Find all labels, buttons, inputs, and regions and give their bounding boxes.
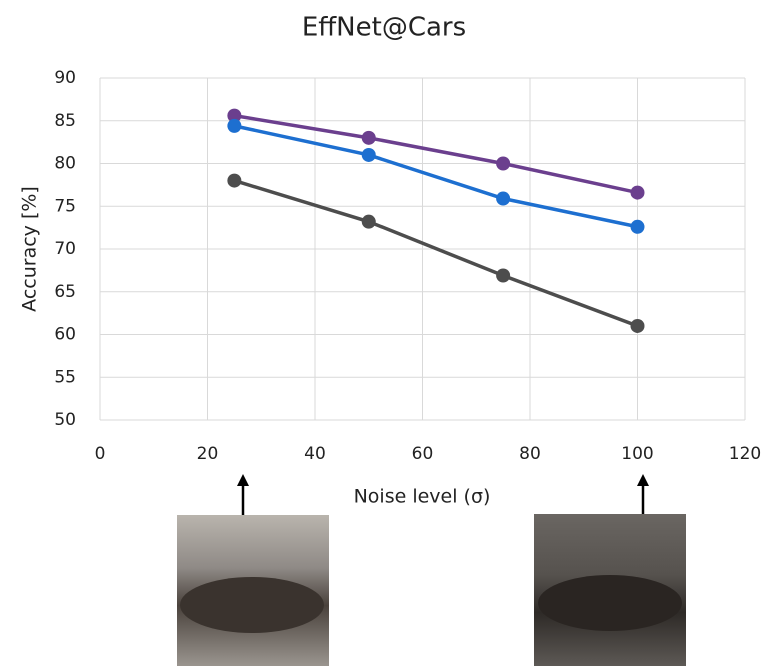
data-point — [227, 174, 241, 188]
chart: EffNet@Cars Accuracy [%] Noise level (σ)… — [0, 0, 767, 666]
data-point — [362, 215, 376, 229]
series-line — [234, 181, 637, 326]
x-tick-label: 80 — [519, 444, 541, 464]
data-point — [631, 186, 645, 200]
x-tick-label: 60 — [412, 444, 434, 464]
y-tick-label: 80 — [54, 154, 76, 174]
y-tick-label: 65 — [54, 282, 76, 302]
x-tick-label: 40 — [304, 444, 326, 464]
x-tick-label: 20 — [197, 444, 219, 464]
x-tick-label: 0 — [95, 444, 106, 464]
car-shape — [538, 575, 682, 631]
data-point — [631, 220, 645, 234]
y-tick-label: 60 — [54, 325, 76, 345]
data-point — [227, 119, 241, 133]
x-tick-label: 100 — [621, 444, 653, 464]
arrow-head — [237, 474, 249, 486]
series-line — [234, 116, 637, 193]
page: EffNet@Cars Accuracy [%] Noise level (σ)… — [0, 0, 767, 666]
data-point — [496, 269, 510, 283]
data-point — [496, 157, 510, 171]
y-tick-label: 85 — [54, 111, 76, 131]
x-tick-label: 120 — [729, 444, 761, 464]
y-tick-label: 55 — [54, 367, 76, 387]
arrow-head — [637, 474, 649, 486]
series-line — [234, 126, 637, 227]
chart-title: EffNet@Cars — [302, 13, 466, 43]
data-point — [496, 192, 510, 206]
y-axis-title: Accuracy [%] — [19, 186, 41, 312]
data-point — [362, 148, 376, 162]
car-shape — [180, 577, 324, 633]
y-tick-label: 90 — [54, 68, 76, 88]
y-tick-label: 70 — [54, 239, 76, 259]
y-tick-label: 75 — [54, 196, 76, 216]
data-point — [631, 319, 645, 333]
data-point — [362, 131, 376, 145]
y-tick-label: 50 — [54, 410, 76, 430]
x-axis-title: Noise level (σ) — [354, 486, 491, 508]
